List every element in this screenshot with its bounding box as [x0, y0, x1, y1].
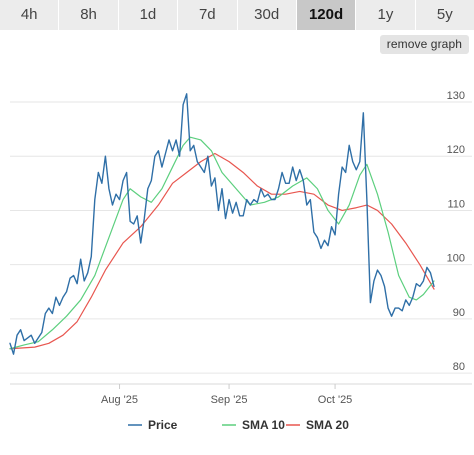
time-range-selector: 4h 8h 1d 7d 30d 120d 1y 5y: [0, 0, 474, 30]
remove-graph-button[interactable]: remove graph: [379, 35, 469, 54]
range-button-1d[interactable]: 1d: [118, 0, 179, 30]
x-axis: Aug '25 Sep '25 Oct '25: [101, 384, 352, 406]
legend-item-price[interactable]: Price: [128, 418, 178, 432]
y-axis: 80 90 100 110 120 130: [447, 90, 465, 373]
chart-legend[interactable]: Price SMA 10 SMA 20: [128, 418, 349, 432]
range-button-30d[interactable]: 30d: [237, 0, 297, 30]
chart-series: [9, 93, 435, 355]
x-tick-label: Aug '25: [101, 394, 138, 406]
x-tick-label: Oct '25: [318, 394, 353, 406]
series-line-sma-10: [9, 136, 435, 350]
legend-label: SMA 10: [242, 418, 285, 432]
legend-item-sma-10[interactable]: SMA 10: [222, 418, 285, 432]
legend-item-sma-20[interactable]: SMA 20: [286, 418, 349, 432]
range-button-5y[interactable]: 5y: [415, 0, 474, 30]
range-button-8h[interactable]: 8h: [59, 0, 119, 30]
range-button-7d[interactable]: 7d: [178, 0, 238, 30]
y-tick-label: 120: [447, 144, 465, 156]
legend-label: SMA 20: [306, 418, 349, 432]
series-line-price: [9, 93, 435, 355]
y-tick-label: 130: [447, 90, 465, 102]
y-tick-label: 80: [453, 361, 465, 373]
chart-grid: [10, 101, 472, 385]
y-tick-label: 100: [447, 253, 465, 265]
x-tick-label: Sep '25: [211, 394, 248, 406]
range-button-4h[interactable]: 4h: [0, 0, 60, 30]
range-button-1y[interactable]: 1y: [356, 0, 416, 30]
series-line-sma-20: [9, 152, 435, 350]
y-tick-label: 110: [447, 198, 465, 210]
legend-label: Price: [148, 418, 178, 432]
y-tick-label: 90: [453, 307, 465, 319]
range-button-120d[interactable]: 120d: [296, 0, 357, 30]
